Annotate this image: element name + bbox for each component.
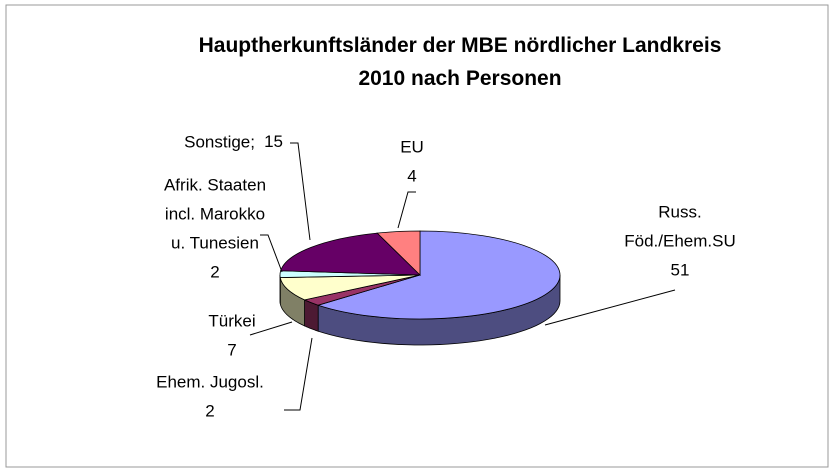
leader-line [397, 191, 416, 229]
pie-slice [280, 232, 422, 276]
slice-label: EU [400, 137, 424, 156]
slice-label: Afrik. Staaten [164, 175, 266, 194]
leader-line [260, 234, 283, 273]
pie-slice [376, 230, 421, 276]
pie-slice [316, 230, 561, 320]
slice-value: 2 [210, 262, 219, 281]
chart-title: Hauptherkunftsländer der MBE nördlicher … [199, 34, 722, 57]
leader-line [290, 142, 311, 241]
slice-value: 4 [407, 166, 416, 185]
slice-label: u. Tunesien [171, 233, 259, 252]
slice-label: Ehem. Jugosl. [156, 372, 264, 391]
slice-value: 15 [264, 132, 283, 151]
slice-label: incl. Marokko [165, 204, 265, 223]
slice-label: 15 [264, 132, 283, 151]
slice-value: 51 [671, 260, 690, 279]
slice-label: Sonstige; [184, 132, 255, 151]
slice-value: 7 [227, 340, 236, 359]
slice-label: Türkei [208, 311, 255, 330]
slice-label: Föd./Ehem.SU [624, 231, 736, 250]
chart-title: 2010 nach Personen [358, 67, 561, 90]
leader-line [544, 289, 676, 326]
leader-line [284, 337, 313, 411]
slice-value: 2 [205, 401, 214, 420]
slice-label: Russ. [658, 202, 701, 221]
leader-line [249, 321, 293, 336]
